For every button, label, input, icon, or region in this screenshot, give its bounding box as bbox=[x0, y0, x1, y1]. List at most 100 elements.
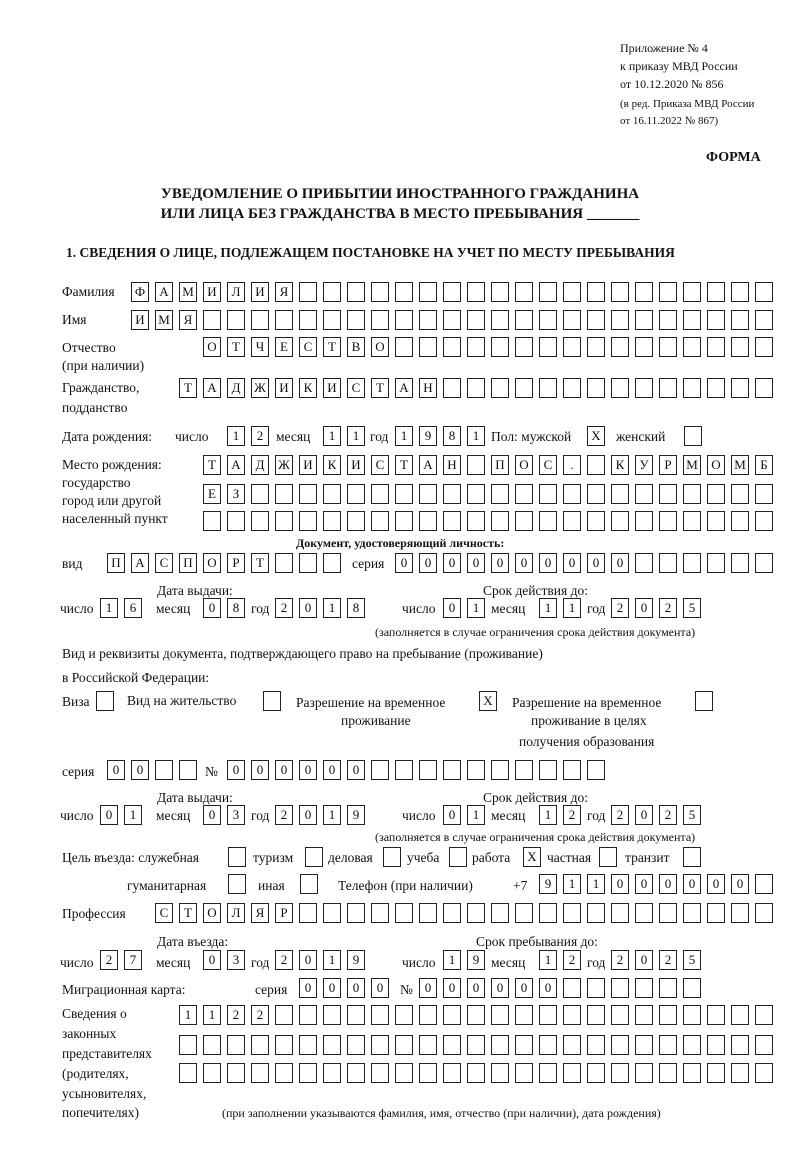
field-cell-reps-3[interactable] bbox=[515, 1063, 533, 1083]
field-cell-birthplace-3[interactable] bbox=[323, 511, 341, 531]
field-cell-doc-number[interactable] bbox=[659, 553, 677, 573]
field-cell-reps-1[interactable]: 2 bbox=[227, 1005, 245, 1025]
field-cell-mig-number[interactable] bbox=[587, 978, 605, 998]
field-cell-entry-month[interactable]: 3 bbox=[227, 950, 245, 970]
field-cell-name[interactable] bbox=[755, 310, 773, 330]
field-cell-surname[interactable]: Я bbox=[275, 282, 293, 302]
field-cell-reps-2[interactable] bbox=[227, 1035, 245, 1055]
field-cell-reps-2[interactable] bbox=[251, 1035, 269, 1055]
field-cell-surname[interactable]: М bbox=[179, 282, 197, 302]
field-cell-birthplace-2[interactable] bbox=[707, 484, 725, 504]
field-cell-citizenship[interactable]: А bbox=[395, 378, 413, 398]
field-cell-reps-3[interactable] bbox=[491, 1063, 509, 1083]
field-cell-birthplace-1[interactable]: Д bbox=[251, 455, 269, 475]
field-cell-reps-3[interactable] bbox=[203, 1063, 221, 1083]
field-cell-birthplace-1[interactable]: А bbox=[227, 455, 245, 475]
field-cell-patronymic[interactable]: С bbox=[299, 337, 317, 357]
field-cell-reps-2[interactable] bbox=[731, 1035, 749, 1055]
field-cell-reps-3[interactable] bbox=[251, 1063, 269, 1083]
field-cell-reps-2[interactable] bbox=[755, 1035, 773, 1055]
field-cell-patronymic[interactable] bbox=[731, 337, 749, 357]
field-cell-mig-number[interactable]: 0 bbox=[443, 978, 461, 998]
field-cell-profession[interactable] bbox=[731, 903, 749, 923]
field-cell-profession[interactable]: Т bbox=[179, 903, 197, 923]
checkbox-purpose-transit[interactable] bbox=[683, 847, 701, 867]
field-cell-birthplace-3[interactable] bbox=[395, 511, 413, 531]
field-cell-birthplace-1[interactable]: И bbox=[299, 455, 317, 475]
field-cell-profession[interactable] bbox=[683, 903, 701, 923]
checkbox-residence-permit[interactable] bbox=[263, 691, 281, 711]
field-cell-name[interactable] bbox=[467, 310, 485, 330]
field-cell-birthplace-2[interactable] bbox=[299, 484, 317, 504]
field-cell-patronymic[interactable] bbox=[395, 337, 413, 357]
field-cell-doc-valid-day[interactable]: 1 bbox=[467, 598, 485, 618]
field-cell-citizenship[interactable]: С bbox=[347, 378, 365, 398]
field-cell-citizenship[interactable] bbox=[683, 378, 701, 398]
field-cell-reps-3[interactable] bbox=[587, 1063, 605, 1083]
field-cell-reps-1[interactable] bbox=[275, 1005, 293, 1025]
checkbox-trp[interactable]: X bbox=[479, 691, 497, 711]
field-cell-reps-2[interactable] bbox=[299, 1035, 317, 1055]
field-cell-birthplace-2[interactable] bbox=[515, 484, 533, 504]
field-cell-reps-2[interactable] bbox=[515, 1035, 533, 1055]
field-cell-surname[interactable] bbox=[587, 282, 605, 302]
field-cell-reps-2[interactable] bbox=[443, 1035, 461, 1055]
field-cell-reps-2[interactable] bbox=[467, 1035, 485, 1055]
field-cell-reps-3[interactable] bbox=[563, 1063, 581, 1083]
field-cell-right-valid-year[interactable]: 5 bbox=[683, 805, 701, 825]
field-cell-mig-number[interactable] bbox=[611, 978, 629, 998]
field-cell-phone[interactable]: 1 bbox=[587, 874, 605, 894]
field-cell-reps-2[interactable] bbox=[275, 1035, 293, 1055]
field-cell-reps-1[interactable] bbox=[563, 1005, 581, 1025]
field-cell-surname[interactable] bbox=[395, 282, 413, 302]
field-cell-doc-kind[interactable] bbox=[275, 553, 293, 573]
field-cell-surname[interactable] bbox=[683, 282, 701, 302]
field-cell-birthplace-3[interactable] bbox=[251, 511, 269, 531]
field-cell-patronymic[interactable] bbox=[755, 337, 773, 357]
field-cell-right-number[interactable] bbox=[371, 760, 389, 780]
field-cell-reps-1[interactable]: 1 bbox=[179, 1005, 197, 1025]
field-cell-reps-1[interactable] bbox=[299, 1005, 317, 1025]
field-cell-doc-series[interactable]: 0 bbox=[467, 553, 485, 573]
field-cell-surname[interactable]: И bbox=[203, 282, 221, 302]
field-cell-reps-2[interactable] bbox=[659, 1035, 677, 1055]
field-cell-entry-year[interactable]: 1 bbox=[323, 950, 341, 970]
field-cell-profession[interactable] bbox=[395, 903, 413, 923]
field-cell-doc-valid-year[interactable]: 2 bbox=[659, 598, 677, 618]
field-cell-citizenship[interactable] bbox=[491, 378, 509, 398]
field-cell-doc-kind[interactable] bbox=[323, 553, 341, 573]
field-cell-doc-kind[interactable]: С bbox=[155, 553, 173, 573]
field-cell-birthplace-1[interactable]: Н bbox=[443, 455, 461, 475]
field-cell-surname[interactable] bbox=[467, 282, 485, 302]
field-cell-surname[interactable] bbox=[491, 282, 509, 302]
field-cell-profession[interactable] bbox=[323, 903, 341, 923]
field-cell-reps-2[interactable] bbox=[587, 1035, 605, 1055]
field-cell-right-issue-month[interactable]: 3 bbox=[227, 805, 245, 825]
field-cell-citizenship[interactable] bbox=[755, 378, 773, 398]
field-cell-profession[interactable] bbox=[587, 903, 605, 923]
field-cell-reps-3[interactable] bbox=[323, 1063, 341, 1083]
checkbox-trp-education[interactable] bbox=[695, 691, 713, 711]
field-cell-surname[interactable]: Л bbox=[227, 282, 245, 302]
field-cell-birthplace-3[interactable] bbox=[419, 511, 437, 531]
field-cell-birthplace-3[interactable] bbox=[227, 511, 245, 531]
field-cell-doc-number[interactable]: 0 bbox=[515, 553, 533, 573]
field-cell-stay-year[interactable]: 0 bbox=[635, 950, 653, 970]
field-cell-patronymic[interactable] bbox=[515, 337, 533, 357]
field-cell-reps-1[interactable] bbox=[755, 1005, 773, 1025]
field-cell-citizenship[interactable] bbox=[731, 378, 749, 398]
field-cell-reps-3[interactable] bbox=[347, 1063, 365, 1083]
field-cell-birthplace-2[interactable] bbox=[395, 484, 413, 504]
field-cell-profession[interactable] bbox=[539, 903, 557, 923]
field-cell-reps-3[interactable] bbox=[419, 1063, 437, 1083]
field-cell-profession[interactable]: Р bbox=[275, 903, 293, 923]
field-cell-right-issue-year[interactable]: 2 bbox=[275, 805, 293, 825]
field-cell-name[interactable] bbox=[611, 310, 629, 330]
field-cell-reps-2[interactable] bbox=[371, 1035, 389, 1055]
field-cell-profession[interactable] bbox=[491, 903, 509, 923]
field-cell-birthplace-1[interactable]: К bbox=[611, 455, 629, 475]
field-cell-surname[interactable]: Ф bbox=[131, 282, 149, 302]
field-cell-birthplace-3[interactable] bbox=[659, 511, 677, 531]
field-cell-entry-month[interactable]: 0 bbox=[203, 950, 221, 970]
field-cell-birth-year[interactable]: 8 bbox=[443, 426, 461, 446]
